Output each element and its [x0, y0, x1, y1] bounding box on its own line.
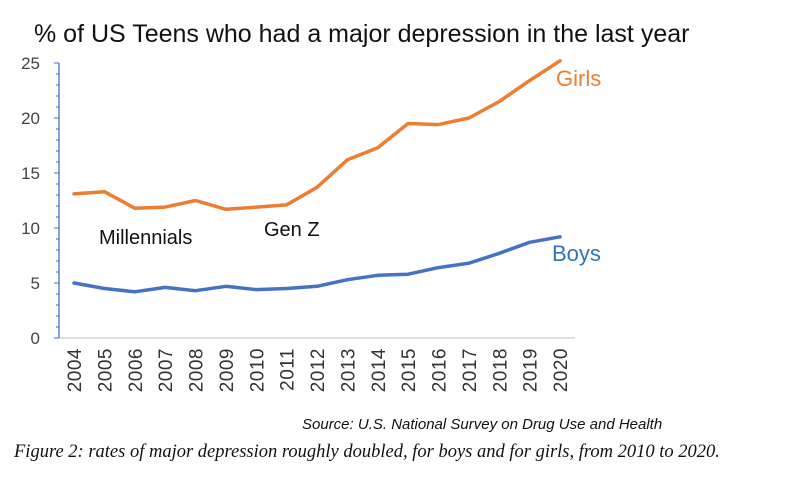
source-note: Source: U.S. National Survey on Drug Use… — [302, 416, 662, 433]
x-tick-label: 2016 — [430, 348, 451, 392]
annotation-gen-z: Gen Z — [264, 219, 320, 241]
x-tick-label: 2010 — [247, 348, 268, 392]
y-tick-label: 10 — [21, 219, 40, 238]
x-tick-label: 2014 — [369, 348, 390, 392]
chart-title: % of US Teens who had a major depression… — [34, 20, 689, 48]
x-tick-label: 2015 — [399, 348, 420, 392]
x-tick-label: 2018 — [490, 348, 511, 392]
x-axis: 2004 2005 2006 2007 2008 2009 2010 2011 2012 2013… — [59, 337, 575, 392]
annotation-millennials: Millennials — [99, 227, 192, 249]
x-tick-label: 2013 — [338, 348, 359, 392]
y-axis: 0 5 10 15 20 25 — [21, 54, 60, 348]
x-tick-label: 2007 — [156, 348, 177, 392]
x-tick-label: 2017 — [460, 348, 481, 392]
figure-caption: Figure 2: rates of major depression roug… — [14, 442, 720, 462]
series-line-girls — [72, 59, 562, 212]
series-label-girls: Girls — [556, 66, 601, 91]
x-tick-label: 2005 — [95, 348, 116, 392]
series-lines — [72, 59, 562, 294]
depression-line-chart: % of US Teens who had a major depression… — [21, 20, 689, 433]
y-tick-label: 0 — [31, 329, 40, 348]
y-tick-label: 15 — [21, 164, 40, 183]
x-tick-label: 2011 — [278, 348, 299, 391]
x-tick-label: 2006 — [126, 348, 147, 392]
x-tick-label: 2009 — [217, 348, 238, 392]
y-tick-label: 5 — [31, 274, 40, 293]
x-tick-label: 2019 — [521, 348, 542, 392]
series-line-boys — [72, 235, 562, 294]
x-tick-label: 2020 — [551, 348, 572, 392]
x-tick-label: 2004 — [65, 348, 86, 392]
x-tick-label: 2008 — [187, 348, 208, 392]
x-tick-label: 2012 — [308, 348, 329, 392]
y-tick-label: 25 — [21, 54, 40, 73]
series-label-boys: Boys — [552, 241, 601, 266]
y-tick-label: 20 — [21, 109, 40, 128]
